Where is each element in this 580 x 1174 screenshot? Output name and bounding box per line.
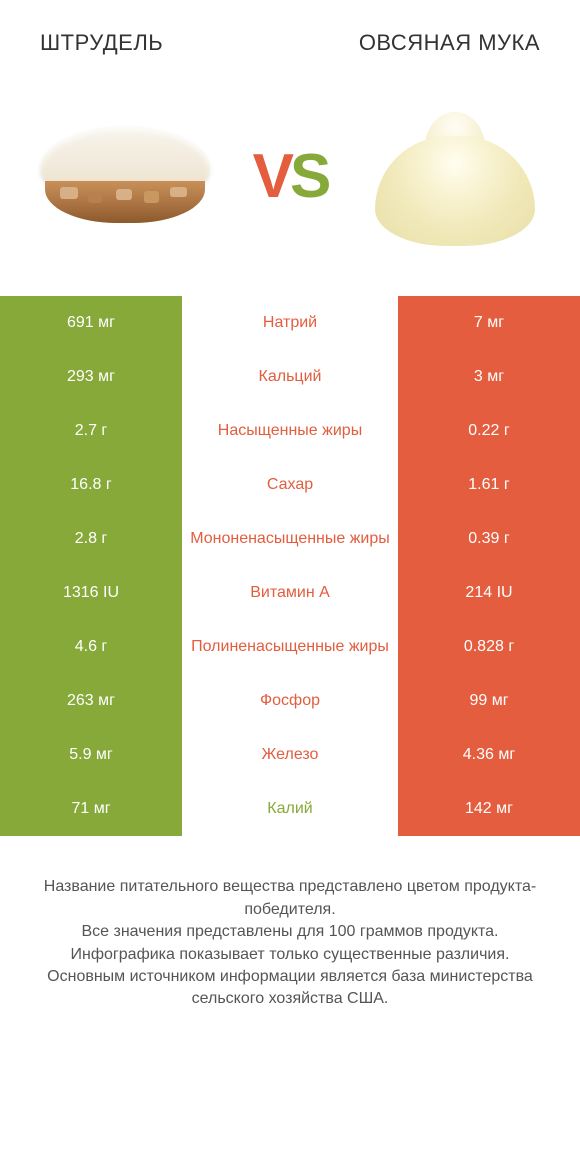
comparison-table: 691 мгНатрий7 мг293 мгКальций3 мг2.7 гНа… <box>0 296 580 836</box>
footer-line: Все значения представлены для 100 граммо… <box>24 921 556 943</box>
value-left: 293 мг <box>0 350 182 404</box>
nutrient-label: Калий <box>182 782 398 836</box>
value-right: 3 мг <box>398 350 580 404</box>
footer-notes: Название питательного вещества представл… <box>0 836 580 1010</box>
table-row: 263 мгФосфор99 мг <box>0 674 580 728</box>
vs-v: V <box>253 142 290 211</box>
nutrient-label: Фосфор <box>182 674 398 728</box>
value-right: 142 мг <box>398 782 580 836</box>
value-right: 214 IU <box>398 566 580 620</box>
vs-label: VS <box>253 141 328 212</box>
value-left: 5.9 мг <box>0 728 182 782</box>
value-right: 7 мг <box>398 296 580 350</box>
value-right: 4.36 мг <box>398 728 580 782</box>
table-row: 5.9 мгЖелезо4.36 мг <box>0 728 580 782</box>
nutrient-label: Витамин A <box>182 566 398 620</box>
image-row: VS <box>0 66 580 296</box>
value-right: 0.828 г <box>398 620 580 674</box>
value-right: 0.22 г <box>398 404 580 458</box>
title-right: ОВСЯНАЯ МУКА <box>290 30 540 56</box>
nutrient-label: Кальций <box>182 350 398 404</box>
nutrient-label: Насыщенные жиры <box>182 404 398 458</box>
value-right: 0.39 г <box>398 512 580 566</box>
table-row: 2.7 гНасыщенные жиры0.22 г <box>0 404 580 458</box>
value-left: 691 мг <box>0 296 182 350</box>
value-left: 1316 IU <box>0 566 182 620</box>
title-left: ШТРУДЕЛЬ <box>40 30 290 56</box>
table-row: 16.8 гСахар1.61 г <box>0 458 580 512</box>
value-left: 16.8 г <box>0 458 182 512</box>
header: ШТРУДЕЛЬ ОВСЯНАЯ МУКА <box>0 0 580 66</box>
footer-line: Название питательного вещества представл… <box>24 876 556 921</box>
value-left: 2.8 г <box>0 512 182 566</box>
table-row: 293 мгКальций3 мг <box>0 350 580 404</box>
table-row: 4.6 гПолиненасыщенные жиры0.828 г <box>0 620 580 674</box>
nutrient-label: Натрий <box>182 296 398 350</box>
value-right: 1.61 г <box>398 458 580 512</box>
value-left: 71 мг <box>0 782 182 836</box>
nutrient-label: Полиненасыщенные жиры <box>182 620 398 674</box>
flour-image <box>360 96 550 256</box>
nutrient-label: Мононенасыщенные жиры <box>182 512 398 566</box>
table-row: 2.8 гМононенасыщенные жиры0.39 г <box>0 512 580 566</box>
table-row: 691 мгНатрий7 мг <box>0 296 580 350</box>
value-left: 4.6 г <box>0 620 182 674</box>
footer-line: Основным источником информации является … <box>24 966 556 1011</box>
table-row: 1316 IUВитамин A214 IU <box>0 566 580 620</box>
table-row: 71 мгКалий142 мг <box>0 782 580 836</box>
nutrient-label: Сахар <box>182 458 398 512</box>
nutrient-label: Железо <box>182 728 398 782</box>
footer-line: Инфографика показывает только существенн… <box>24 944 556 966</box>
value-right: 99 мг <box>398 674 580 728</box>
vs-s: S <box>290 142 327 211</box>
value-left: 2.7 г <box>0 404 182 458</box>
value-left: 263 мг <box>0 674 182 728</box>
strudel-image <box>30 96 220 256</box>
